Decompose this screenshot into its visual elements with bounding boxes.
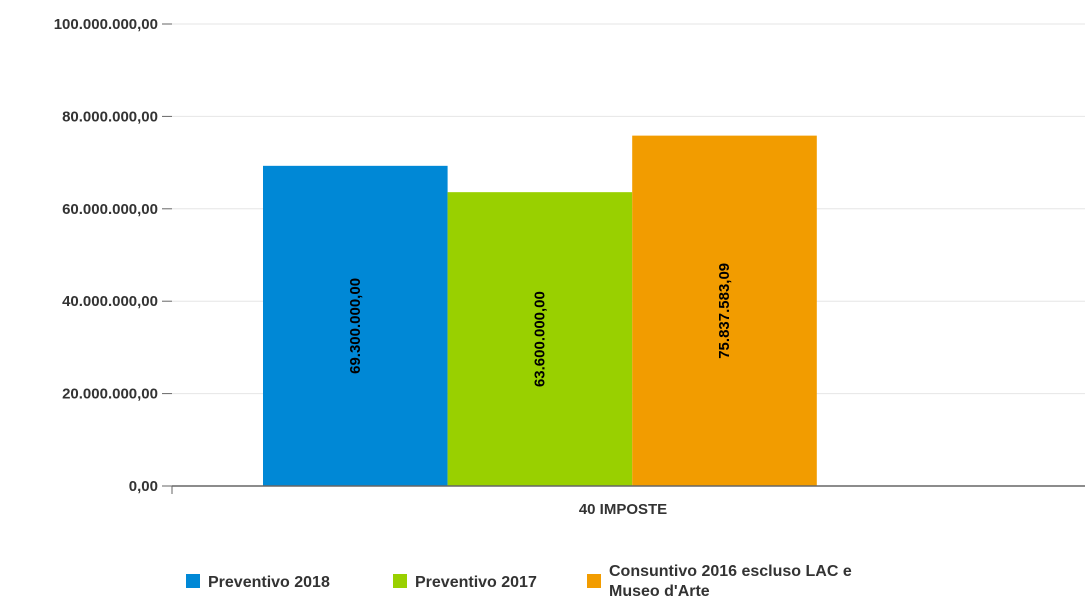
bar-3 (632, 135, 817, 486)
legend-item-3: Consuntivo 2016 escluso LAC e Museo d'Art… (587, 563, 852, 600)
y-tick-label: 40.000.000,00 (62, 293, 158, 310)
legend-label: Preventivo 2017 (415, 574, 537, 591)
data-label: 69.300.000,00 (347, 278, 364, 374)
bars: 69.300.000,00 63.600.000,00 75.837.583,09 (263, 135, 817, 487)
legend-label: Consuntivo 2016 escluso LAC e (609, 563, 852, 580)
data-label: 63.600.000,00 (531, 291, 548, 387)
x-axis: 40 IMPOSTE (171, 485, 1085, 518)
y-tick-label: 60.000.000,00 (62, 201, 158, 218)
y-tick-label: 80.000.000,00 (62, 108, 158, 125)
y-tick-label: 100.000.000,00 (54, 16, 158, 33)
legend: Preventivo 2018 Preventivo 2017 Consuntivo… (186, 563, 852, 600)
bar-1 (263, 165, 448, 487)
y-tick-label: 20.000.000,00 (62, 386, 158, 403)
legend-label: Preventivo 2018 (208, 574, 330, 591)
legend-item-1: Preventivo 2018 (186, 574, 330, 591)
y-axis: 0,00 20.000.000,00 40.000.000,00 60.000.000… (54, 16, 172, 495)
legend-swatch (186, 574, 200, 588)
legend-item-2: Preventivo 2017 (393, 574, 537, 591)
legend-label: Museo d'Arte (609, 583, 710, 600)
data-label: 75.837.583,09 (716, 263, 733, 359)
x-category-label: 40 IMPOSTE (579, 501, 667, 518)
bar-2 (447, 192, 633, 486)
legend-swatch (587, 574, 601, 588)
y-tick-label: 0,00 (129, 478, 158, 495)
legend-swatch (393, 574, 407, 588)
